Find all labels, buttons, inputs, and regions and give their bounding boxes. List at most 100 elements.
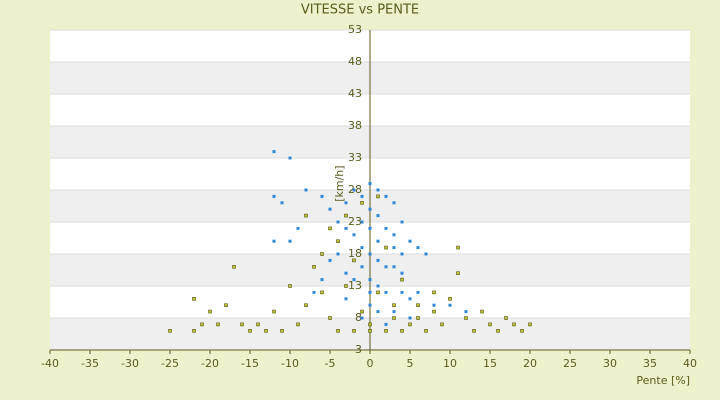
point <box>448 296 452 301</box>
point <box>376 194 380 199</box>
point <box>344 271 348 275</box>
point <box>520 328 524 333</box>
point <box>496 328 500 333</box>
point <box>272 194 276 198</box>
point <box>352 233 356 237</box>
point <box>376 284 380 288</box>
point <box>512 322 516 327</box>
x-tick-label: -20 <box>201 357 219 370</box>
point <box>488 322 492 327</box>
point <box>376 239 380 243</box>
point <box>376 310 380 314</box>
point <box>432 290 436 295</box>
point <box>336 328 340 333</box>
y-tick-label: 48 <box>348 55 362 68</box>
point <box>480 309 484 314</box>
y-tick-label: 3 <box>355 343 362 356</box>
point <box>384 290 388 294</box>
point <box>416 246 420 250</box>
point <box>344 297 348 301</box>
point <box>344 226 348 230</box>
point <box>344 213 348 218</box>
x-tick-label: -40 <box>41 357 59 370</box>
x-axis-label: Pente [%] <box>636 374 690 387</box>
point <box>360 194 364 198</box>
point <box>464 310 468 314</box>
point <box>328 316 332 320</box>
point <box>360 246 364 250</box>
point <box>296 322 300 327</box>
point <box>256 322 260 327</box>
point <box>280 328 284 333</box>
x-tick-label: 0 <box>367 357 374 370</box>
point <box>432 309 436 314</box>
point <box>352 188 356 192</box>
y-tick-label: 53 <box>348 23 362 36</box>
point <box>376 290 380 295</box>
y-tick-label: 18 <box>348 247 362 260</box>
point <box>360 309 364 314</box>
point <box>352 328 356 333</box>
point <box>408 239 412 243</box>
point <box>264 328 268 333</box>
point <box>336 220 340 224</box>
point <box>336 239 340 243</box>
point <box>368 322 372 327</box>
point <box>400 290 404 294</box>
point <box>248 328 252 333</box>
chart-title: VITESSE vs PENTE <box>301 3 419 18</box>
point <box>360 265 364 269</box>
point <box>296 226 300 230</box>
point <box>368 207 372 211</box>
point <box>424 328 428 333</box>
point <box>376 188 380 192</box>
point <box>392 201 396 205</box>
point <box>328 258 332 262</box>
x-tick-label: 40 <box>683 357 697 370</box>
point <box>200 322 204 327</box>
x-tick-label: 35 <box>643 357 657 370</box>
point <box>328 207 332 211</box>
point <box>240 322 244 327</box>
point <box>400 271 404 275</box>
point <box>272 239 276 243</box>
point <box>384 328 388 333</box>
point <box>472 328 476 333</box>
point <box>400 277 404 282</box>
point <box>392 310 396 314</box>
point <box>368 290 372 294</box>
x-tick-label: 10 <box>443 357 457 370</box>
point <box>400 252 404 256</box>
point <box>320 194 324 198</box>
point <box>368 252 372 256</box>
point <box>232 264 236 269</box>
point <box>528 322 532 327</box>
point <box>208 309 212 314</box>
point <box>392 246 396 250</box>
point <box>368 182 372 186</box>
point <box>352 278 356 282</box>
point <box>280 201 284 205</box>
point <box>416 316 420 320</box>
point <box>320 290 324 295</box>
point <box>384 245 388 250</box>
point <box>408 316 412 320</box>
point <box>216 322 220 327</box>
point <box>312 290 316 294</box>
point <box>424 252 428 256</box>
point <box>304 213 308 218</box>
x-tick-label: -30 <box>121 357 139 370</box>
point <box>432 303 436 307</box>
x-tick-label: -10 <box>281 357 299 370</box>
point <box>384 226 388 230</box>
point <box>504 316 508 320</box>
point <box>360 316 364 320</box>
point <box>376 214 380 218</box>
x-tick-label: -35 <box>81 357 99 370</box>
x-tick-label: 20 <box>523 357 537 370</box>
point <box>368 226 372 230</box>
point <box>320 278 324 282</box>
point <box>192 328 196 333</box>
x-tick-label: 25 <box>563 357 577 370</box>
